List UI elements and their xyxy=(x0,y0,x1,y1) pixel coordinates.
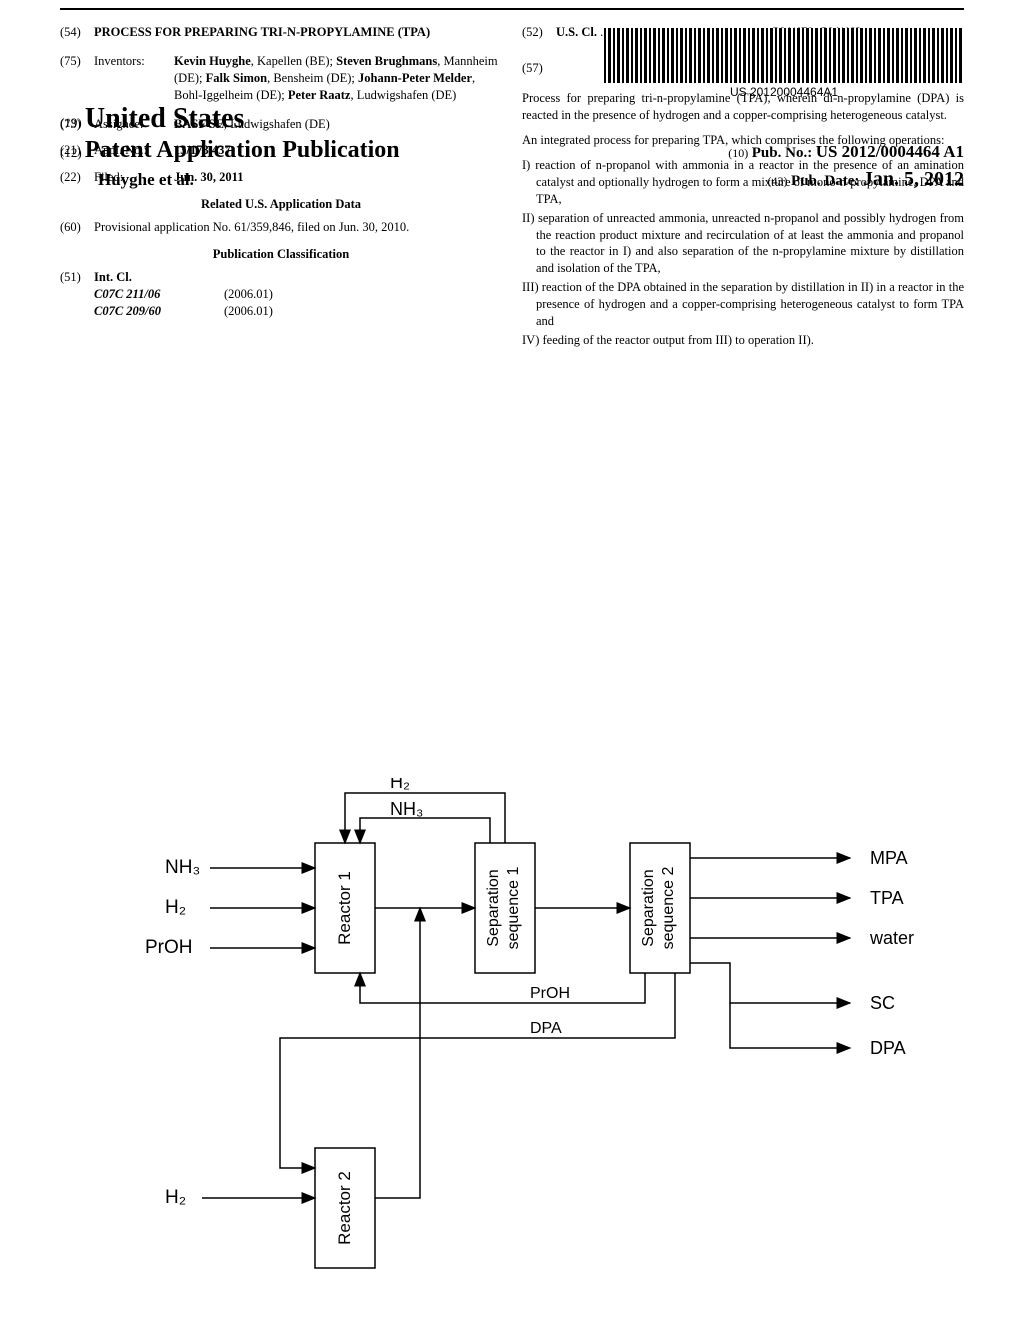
label-52: U.S. Cl. xyxy=(556,25,597,39)
box-reactor2: Reactor 2 xyxy=(335,1171,354,1245)
num-19: (19) xyxy=(60,115,82,130)
num-52: (52) xyxy=(522,24,556,41)
out-water: water xyxy=(869,928,914,948)
num-12: (12) xyxy=(60,145,82,160)
recycle-proh: PrOH xyxy=(530,985,570,1002)
pub-no: US 2012/0004464 A1 xyxy=(816,142,964,161)
pub-date-label: Pub. Date: xyxy=(791,173,859,189)
num-51: (51) xyxy=(60,269,94,320)
num-10: (10) xyxy=(728,146,748,160)
recycle-nh3: NH₃ xyxy=(390,799,423,819)
abstract-i3: III) reaction of the DPA obtained in the… xyxy=(522,279,964,330)
label-75: Inventors: xyxy=(94,53,174,104)
in-proh: PrOH xyxy=(145,937,193,958)
pub-date: Jan. 5, 2012 xyxy=(863,168,964,190)
abstract-i4: IV) feeding of the reactor output from I… xyxy=(522,332,964,349)
pub-no-label: Pub. No.: xyxy=(752,145,812,161)
in-h2: H₂ xyxy=(165,897,186,918)
val-51: Int. Cl. C07C 211/06(2006.01) C07C 209/6… xyxy=(94,269,502,320)
box-reactor1: Reactor 1 xyxy=(335,871,354,945)
barcode-region: US 20120004464A1 xyxy=(604,28,964,99)
num-43: (43) xyxy=(768,174,788,188)
pub-title: Patent Application Publication xyxy=(85,137,400,163)
in-h2b: H₂ xyxy=(165,1187,186,1208)
authors-line: Huyghe et al. (43) Pub. Date: Jan. 5, 20… xyxy=(60,168,964,191)
header-divider xyxy=(60,8,964,10)
pub-no-right: (10) Pub. No.: US 2012/0004464 A1 xyxy=(728,142,964,162)
num-57: (57) xyxy=(522,60,556,77)
num-75: (75) xyxy=(60,53,94,104)
barcode xyxy=(604,28,964,83)
country-line: (19) United States xyxy=(60,103,964,135)
pub-date-right: (43) Pub. Date: Jan. 5, 2012 xyxy=(768,168,964,191)
intcl-2v: (2006.01) xyxy=(224,303,273,320)
box-sep2-a: Separation xyxy=(640,869,657,946)
field-51: (51) Int. Cl. C07C 211/06(2006.01) C07C … xyxy=(60,269,502,320)
header: (19) United States (12) Patent Applicati… xyxy=(60,103,964,191)
out-mpa: MPA xyxy=(870,848,908,868)
abstract-i2: II) separation of unreacted ammonia, unr… xyxy=(522,210,964,278)
val-60: Provisional application No. 61/359,846, … xyxy=(94,219,502,236)
title-54: PROCESS FOR PREPARING TRI-N-PROPYLAMINE … xyxy=(94,24,502,41)
process-diagram: Reactor 1 Separation sequence 1 Separati… xyxy=(130,778,930,1278)
intcl-2: C07C 209/60 xyxy=(94,303,224,320)
field-75: (75) Inventors: Kevin Huyghe, Kapellen (… xyxy=(60,53,502,104)
recycle-dpa: DPA xyxy=(530,1020,562,1037)
field-54: (54) PROCESS FOR PREPARING TRI-N-PROPYLA… xyxy=(60,24,502,41)
out-tpa: TPA xyxy=(870,888,904,908)
num-60: (60) xyxy=(60,219,94,236)
box-sep1-a: Separation xyxy=(485,869,502,946)
intcl-1: C07C 211/06 xyxy=(94,286,224,303)
authors: Huyghe et al. xyxy=(60,170,194,190)
box-sep2-b: sequence 2 xyxy=(660,867,677,950)
pubclass-title: Publication Classification xyxy=(60,246,502,263)
out-sc: SC xyxy=(870,993,895,1013)
recycle-h2: H₂ xyxy=(390,778,410,792)
box-sep1-b: sequence 1 xyxy=(505,867,522,950)
pub-title-left: (12) Patent Application Publication xyxy=(60,137,400,164)
label-51: Int. Cl. xyxy=(94,269,502,286)
out-dpa: DPA xyxy=(870,1038,906,1058)
barcode-text: US 20120004464A1 xyxy=(604,85,964,99)
related-title: Related U.S. Application Data xyxy=(60,196,502,213)
in-nh3: NH₃ xyxy=(165,857,200,878)
field-60: (60) Provisional application No. 61/359,… xyxy=(60,219,502,236)
val-75: Kevin Huyghe, Kapellen (BE); Steven Brug… xyxy=(174,53,502,104)
num-54: (54) xyxy=(60,24,94,41)
country-name: United States xyxy=(85,103,244,134)
intcl-1v: (2006.01) xyxy=(224,286,273,303)
pub-title-line: (12) Patent Application Publication (10)… xyxy=(60,137,964,164)
